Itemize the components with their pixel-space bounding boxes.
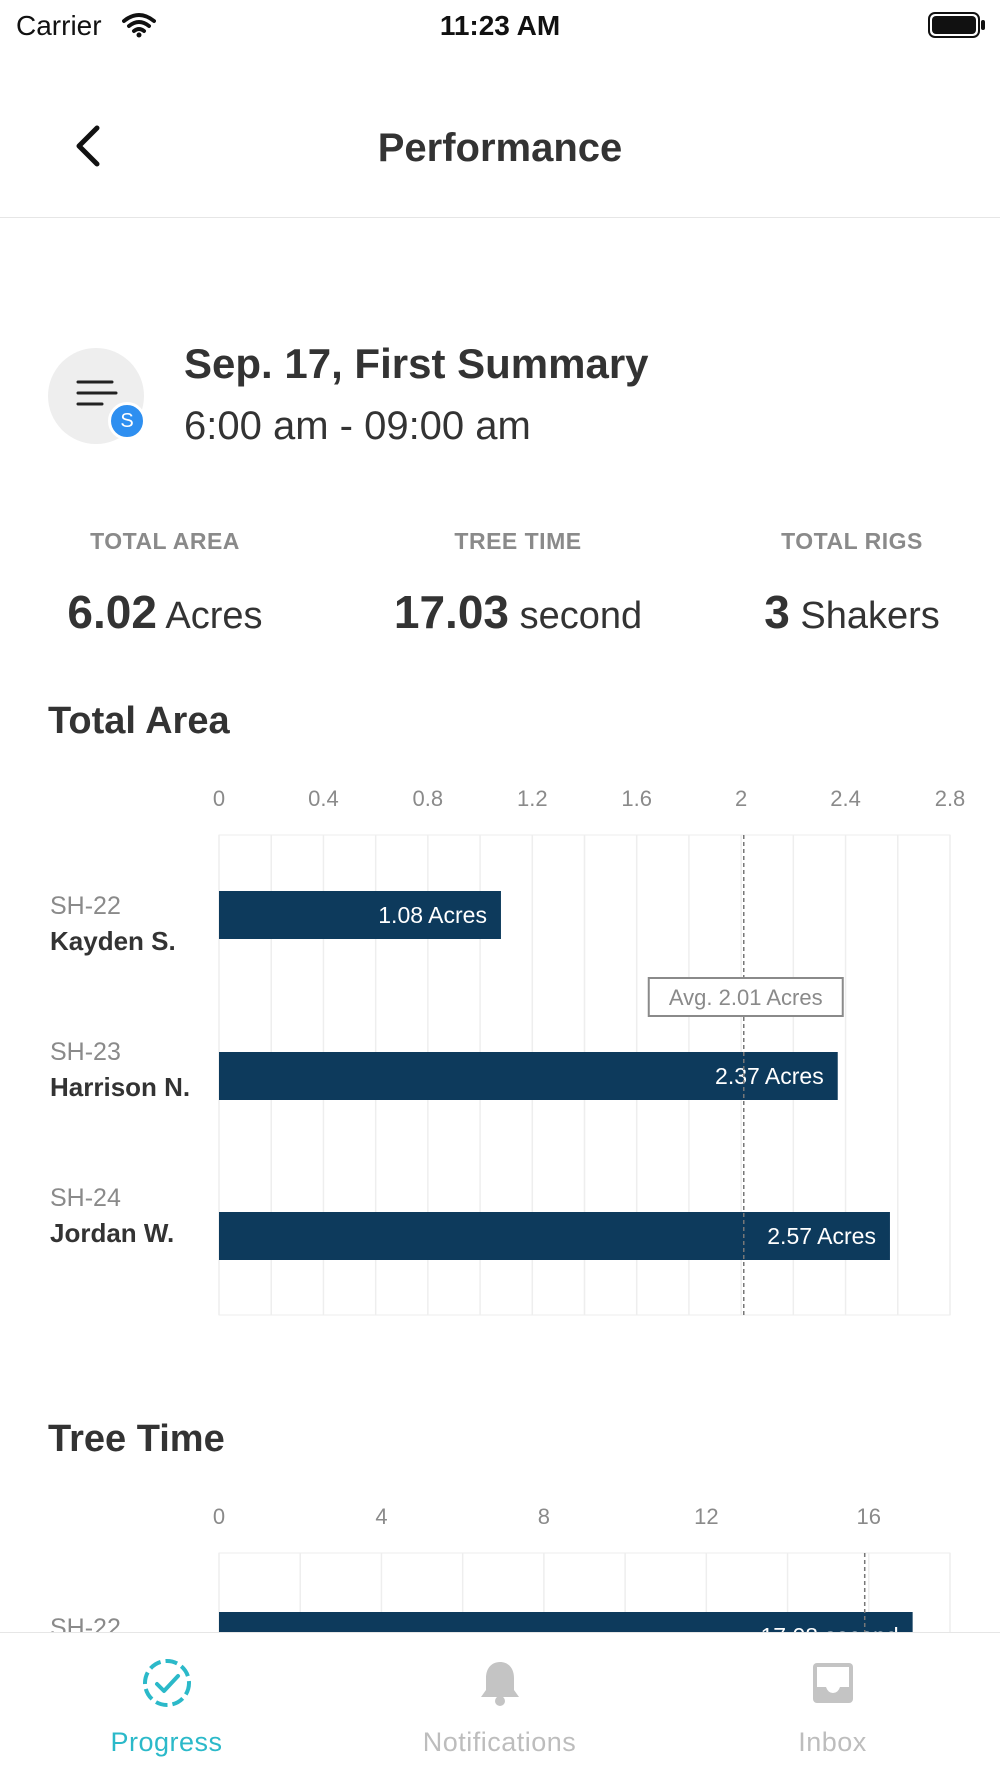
bar bbox=[219, 891, 501, 939]
total-area-chart-svg: 0 0.4 0.8 1.2 1.6 2 2.4 2.8 1.08 Acres SH-22 Kayde… bbox=[50, 786, 966, 1316]
tree-time-chart-svg: 0 4 8 12 16 17.08 second SH-22 bbox=[50, 1504, 951, 1632]
progress-check-icon bbox=[142, 1659, 191, 1707]
bar bbox=[219, 1612, 913, 1632]
chevron-left-icon bbox=[76, 125, 100, 167]
category-code: SH-22 bbox=[50, 892, 121, 920]
category-code: SH-22 bbox=[50, 1614, 121, 1632]
back-button[interactable] bbox=[60, 118, 116, 174]
page-title: Performance bbox=[377, 126, 623, 170]
tab-notifications[interactable]: Notifications bbox=[333, 1633, 666, 1778]
tick-label: 0.8 bbox=[413, 786, 444, 811]
bar-value-label: 2.57 Acres bbox=[767, 1223, 876, 1249]
stat-tree-time: TREE TIME 17.03 second bbox=[378, 528, 658, 639]
bar bbox=[219, 1052, 838, 1100]
tick-label: 0 bbox=[213, 786, 225, 811]
status-time: 11:23 AM bbox=[439, 10, 561, 41]
stat-label: TOTAL RIGS bbox=[781, 528, 923, 554]
bar-value-label: 2.37 Acres bbox=[715, 1063, 824, 1089]
stat-unit: Acres bbox=[165, 595, 263, 637]
stat-total-area: TOTAL AREA 6.02 Acres bbox=[40, 528, 290, 639]
category-name: Harrison N. bbox=[50, 1072, 190, 1102]
tab-progress[interactable]: Progress bbox=[0, 1633, 333, 1778]
tab-label: Inbox bbox=[798, 1727, 867, 1757]
average-label-box bbox=[647, 977, 844, 1017]
stat-number: 3 bbox=[764, 586, 790, 638]
total-area-chart: 0 0.4 0.8 1.2 1.6 2 2.4 2.8 1.08 Acres SH-22 Kayde… bbox=[0, 770, 1000, 1320]
stat-label: TOTAL AREA bbox=[90, 528, 240, 554]
stat-value: 3 Shakers bbox=[742, 585, 962, 639]
tab-label: Notifications bbox=[422, 1727, 577, 1757]
tree-time-chart: 0 4 8 12 16 17.08 second SH-22 bbox=[0, 1488, 1000, 1632]
wifi-icon bbox=[122, 12, 156, 43]
section-title-tree-time: Tree Time bbox=[48, 1418, 225, 1460]
tab-bar: Progress Notifications Inbox bbox=[0, 1632, 1000, 1778]
tick-label: 2.8 bbox=[935, 786, 966, 811]
bar bbox=[219, 1212, 890, 1260]
stat-unit: Shakers bbox=[800, 595, 940, 637]
summary-time-range: 6:00 am - 09:00 am bbox=[184, 404, 531, 448]
stat-total-rigs: TOTAL RIGS 3 Shakers bbox=[742, 528, 962, 639]
bell-icon bbox=[480, 1662, 519, 1706]
carrier-label: Carrier bbox=[16, 10, 102, 41]
tick-label: 8 bbox=[538, 1504, 550, 1529]
category-code: SH-23 bbox=[50, 1038, 121, 1066]
stat-number: 6.02 bbox=[67, 586, 157, 638]
tick-label: 16 bbox=[857, 1504, 881, 1529]
tab-label: Progress bbox=[110, 1727, 223, 1757]
summary-list-icon bbox=[76, 380, 118, 406]
tick-label: 2.4 bbox=[830, 786, 861, 811]
tick-label: 0 bbox=[213, 1504, 225, 1529]
nav-header: Performance bbox=[0, 90, 1000, 218]
summary-title: Sep. 17, First Summary bbox=[184, 340, 649, 387]
tick-label: 2 bbox=[735, 786, 747, 811]
stat-unit: second bbox=[519, 595, 643, 637]
bar-value-label: 17.08 second bbox=[761, 1623, 899, 1632]
stat-value: 6.02 Acres bbox=[40, 585, 290, 639]
section-title-total-area: Total Area bbox=[48, 700, 230, 742]
category-name: Jordan W. bbox=[50, 1218, 174, 1248]
average-label: Avg. 2.01 Acres bbox=[669, 985, 823, 1010]
category-name: Kayden S. bbox=[50, 926, 176, 956]
tick-label: 1.6 bbox=[621, 786, 652, 811]
stat-label: TREE TIME bbox=[454, 528, 582, 554]
tick-label: 0.4 bbox=[308, 786, 339, 811]
tick-label: 4 bbox=[375, 1504, 387, 1529]
tick-label: 1.2 bbox=[517, 786, 548, 811]
summary-badge: S bbox=[108, 402, 146, 440]
tab-inbox[interactable]: Inbox bbox=[666, 1633, 999, 1778]
battery-icon bbox=[928, 12, 986, 43]
bar-value-label: 1.08 Acres bbox=[378, 902, 487, 928]
inbox-icon bbox=[812, 1663, 853, 1703]
tick-label: 12 bbox=[694, 1504, 718, 1529]
stat-number: 17.03 bbox=[393, 586, 509, 638]
category-code: SH-24 bbox=[50, 1184, 121, 1212]
stat-value: 17.03 second bbox=[378, 585, 658, 639]
status-bar: Carrier 11:23 AM bbox=[0, 0, 1000, 52]
